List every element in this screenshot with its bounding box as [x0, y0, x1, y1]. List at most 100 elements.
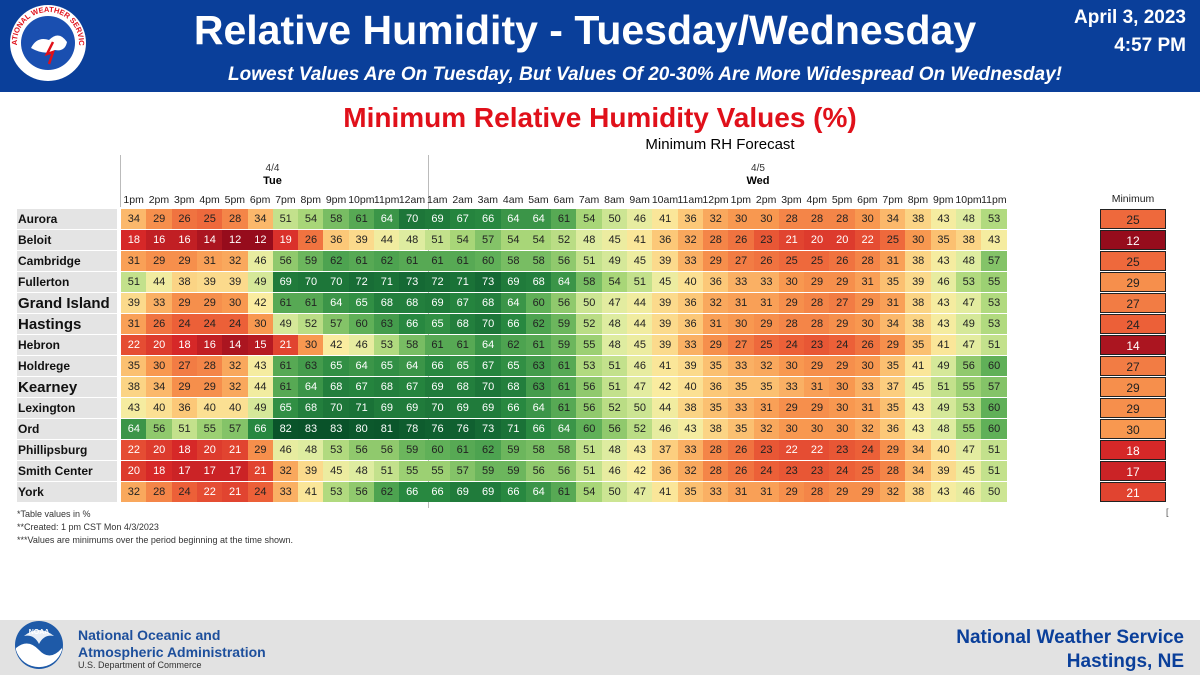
rh-cell: 43: [627, 440, 653, 460]
rh-cell: 51: [981, 461, 1007, 481]
rh-cell: 17: [171, 461, 198, 481]
rh-cell: 41: [930, 335, 957, 355]
rh-cell: 43: [930, 293, 957, 313]
row-label: Aurora: [17, 209, 117, 230]
rh-cell: 32: [753, 356, 780, 376]
rh-cell: 81: [374, 419, 400, 439]
rh-cell: 66: [399, 314, 426, 334]
rh-cell: 28: [854, 251, 881, 271]
rh-cell: 61: [551, 398, 577, 418]
hour-label: 8pm: [907, 194, 929, 206]
noaa-name: National Oceanic and Atmospheric Adminis…: [78, 627, 266, 661]
rh-cell: 22: [804, 440, 830, 460]
rh-cell: 36: [677, 209, 704, 229]
rh-cell: 28: [702, 230, 729, 250]
rh-cell: 43: [905, 419, 932, 439]
rh-cell: 65: [348, 293, 375, 313]
rh-cell: 68: [374, 293, 400, 313]
rh-cell: 61: [348, 209, 375, 229]
hour-label: 9pm: [325, 194, 347, 206]
rh-cell: 54: [525, 230, 552, 250]
rh-cell: 53: [323, 440, 350, 460]
rh-cell: 70: [323, 398, 350, 418]
rh-cell: 43: [905, 398, 932, 418]
rh-cell: 61: [348, 251, 375, 271]
rh-cell: 66: [247, 419, 274, 439]
rh-cell: 50: [601, 482, 628, 502]
rh-cell: 32: [702, 209, 729, 229]
rh-cell: 69: [424, 377, 451, 397]
rh-cell: 24: [222, 314, 248, 334]
rh-cell: 62: [500, 335, 527, 355]
rh-cell: 44: [627, 293, 653, 313]
rh-cell: 70: [424, 398, 451, 418]
rh-cell: 60: [981, 356, 1007, 376]
rh-cell: 29: [804, 272, 830, 292]
rh-cell: 23: [804, 335, 830, 355]
header-banner: [0, 0, 1200, 92]
rh-cell: 46: [348, 335, 375, 355]
rh-cell: 64: [525, 398, 552, 418]
rh-cell: 30: [778, 356, 805, 376]
rh-cell: 57: [323, 314, 350, 334]
rh-cell: 29: [778, 482, 805, 502]
rh-cell: 18: [171, 440, 198, 460]
rh-cell: 22: [121, 335, 147, 355]
rh-cell: 32: [222, 377, 248, 397]
row-label: Grand Island: [17, 293, 117, 314]
rh-cell: 83: [298, 419, 324, 439]
rh-cell: 64: [374, 209, 400, 229]
rh-cell: 38: [171, 272, 198, 292]
rh-cell: 46: [627, 209, 653, 229]
rh-cell: 28: [829, 209, 856, 229]
rh-cell: 60: [981, 398, 1007, 418]
rh-cell: 46: [627, 356, 653, 376]
rh-cell: 64: [121, 419, 147, 439]
rh-cell: 58: [500, 251, 527, 271]
rh-cell: 63: [374, 314, 400, 334]
rh-cell: 24: [829, 461, 856, 481]
rh-cell: 30: [829, 377, 856, 397]
rh-cell: 46: [601, 461, 628, 481]
rh-cell: 46: [930, 272, 957, 292]
rh-cell: 56: [146, 419, 173, 439]
rh-cell: 58: [525, 251, 552, 271]
rh-cell: 17: [222, 461, 248, 481]
rh-cell: 39: [652, 293, 679, 313]
rh-cell: 26: [171, 209, 198, 229]
rh-cell: 43: [930, 482, 957, 502]
minimum-cell: 27: [1100, 356, 1166, 376]
rh-cell: 36: [702, 377, 729, 397]
rh-cell: 43: [981, 230, 1007, 250]
rh-cell: 34: [247, 209, 274, 229]
rh-cell: 56: [955, 356, 982, 376]
rh-cell: 16: [171, 230, 198, 250]
rh-cell: 69: [475, 482, 501, 502]
rh-cell: 44: [146, 272, 173, 292]
rh-cell: 35: [880, 398, 906, 418]
rh-cell: 26: [829, 251, 856, 271]
hour-label: 12pm: [702, 194, 729, 206]
rh-cell: 30: [854, 314, 881, 334]
rh-cell: 29: [778, 398, 805, 418]
rh-cell: 51: [601, 356, 628, 376]
note-line: *Table values in %: [17, 509, 91, 519]
rh-cell: 22: [121, 440, 147, 460]
rh-cell: 50: [627, 398, 653, 418]
rh-cell: 58: [551, 440, 577, 460]
rh-cell: 21: [222, 440, 248, 460]
rh-cell: 64: [475, 335, 501, 355]
rh-cell: 39: [677, 356, 704, 376]
rh-cell: 28: [778, 314, 805, 334]
rh-cell: 57: [475, 230, 501, 250]
noaa-line1: National Oceanic and: [78, 627, 221, 643]
rh-cell: 29: [196, 293, 223, 313]
rh-cell: 26: [854, 335, 881, 355]
rh-cell: 29: [854, 293, 881, 313]
rh-cell: 33: [728, 356, 754, 376]
rh-cell: 68: [399, 293, 426, 313]
rh-cell: 30: [753, 209, 780, 229]
rh-cell: 29: [804, 356, 830, 376]
rh-cell: 62: [323, 251, 350, 271]
rh-cell: 25: [804, 251, 830, 271]
